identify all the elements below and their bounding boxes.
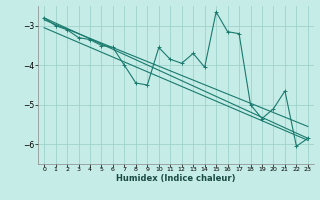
X-axis label: Humidex (Indice chaleur): Humidex (Indice chaleur) [116, 174, 236, 183]
